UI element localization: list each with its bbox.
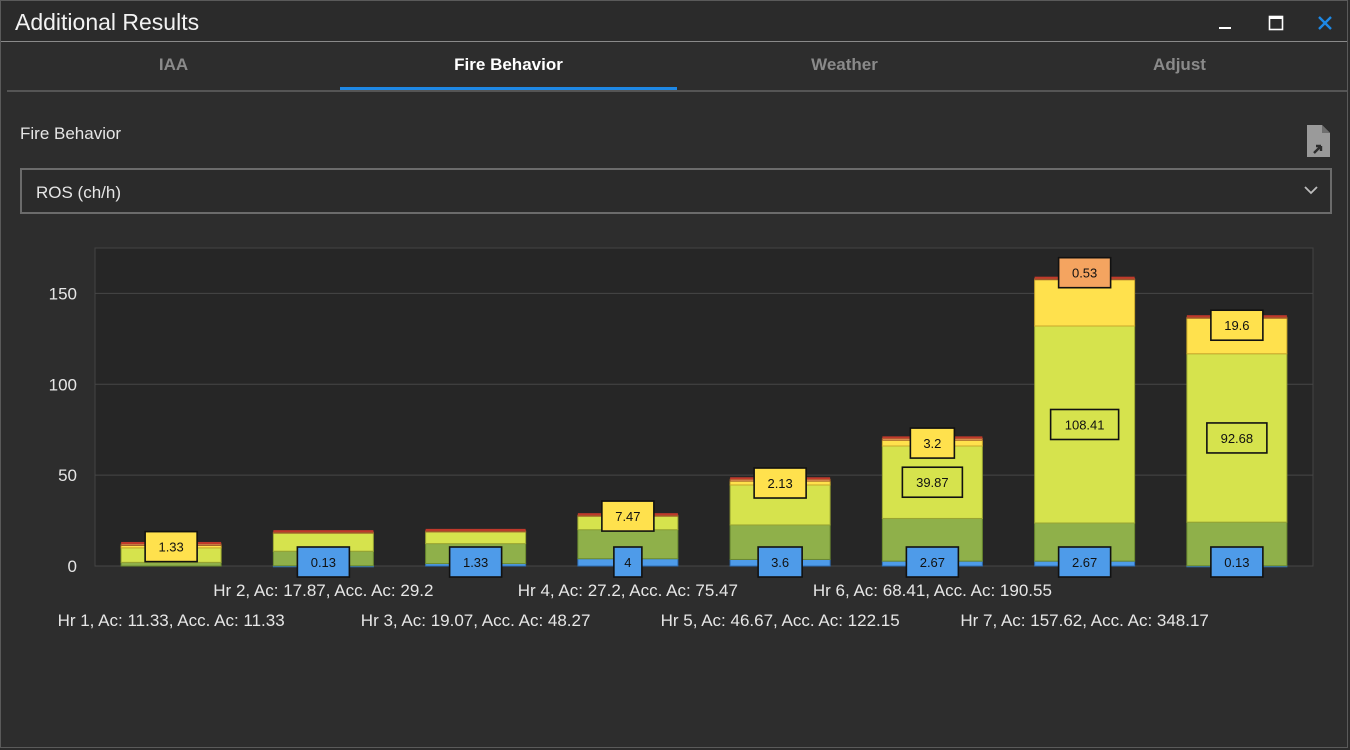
close-button[interactable] [1307, 9, 1343, 37]
data-label: 4 [624, 555, 631, 570]
x-tick-label: Hr 2, Ac: 17.87, Acc. Ac: 29.2 [213, 581, 433, 600]
data-label: 39.87 [916, 475, 949, 490]
chevron-down-icon [1304, 186, 1318, 195]
maximize-button[interactable] [1258, 9, 1294, 37]
bar-segment [425, 530, 527, 533]
y-tick-label: 0 [68, 557, 77, 576]
x-tick-label: Hr 5, Ac: 46.67, Acc. Ac: 122.15 [661, 611, 900, 630]
tab-label: Fire Behavior [454, 55, 563, 74]
bar-cap [425, 528, 526, 531]
y-tick-label: 150 [49, 284, 77, 303]
export-button[interactable] [1301, 123, 1335, 159]
export-document-icon [1307, 125, 1330, 157]
data-label: 3.2 [923, 436, 941, 451]
data-label-box [1057, 546, 1112, 578]
bar-cap [273, 530, 374, 533]
tab-weather[interactable]: Weather [677, 42, 1012, 88]
data-label: 0.13 [1224, 555, 1249, 570]
data-label-box [448, 546, 503, 578]
window-title: Additional Results [15, 9, 200, 35]
data-label: 2.13 [767, 476, 792, 491]
data-label-box [1210, 309, 1264, 342]
data-label-box [601, 500, 655, 532]
section-label: Fire Behavior [20, 124, 122, 143]
x-tick-label: Hr 1, Ac: 11.33, Acc. Ac: 11.33 [58, 611, 285, 630]
y-tick-label: 100 [49, 375, 77, 394]
bar-segment [120, 561, 222, 567]
title-bar[interactable]: Additional Results [1, 1, 1347, 42]
metric-select[interactable]: ROS (ch/h) [20, 168, 1332, 214]
x-tick-label: Hr 7, Ac: 157.62, Acc. Ac: 348.17 [960, 611, 1209, 630]
bar-segment [272, 531, 374, 534]
data-label: 0.13 [311, 555, 336, 570]
data-label-box [144, 530, 198, 563]
y-tick-label: 50 [58, 466, 77, 485]
data-label: 108.41 [1065, 417, 1105, 432]
ros-chart: 0 50 100 150 1.33 0.13 1.33 4 7.47 3.6 2.13 2.67 39.… [49, 247, 1314, 630]
data-label-box [1049, 408, 1120, 441]
data-label: 0.53 [1072, 266, 1097, 281]
data-label: 19.6 [1224, 318, 1249, 333]
x-tick-label: Hr 3, Ac: 19.07, Acc. Ac: 48.27 [361, 611, 591, 630]
tab-adjust[interactable]: Adjust [1012, 42, 1347, 88]
data-label-box [1206, 422, 1268, 454]
maximize-icon [1268, 15, 1284, 31]
data-label: 2.67 [920, 555, 945, 570]
data-label: 2.67 [1072, 555, 1097, 570]
data-label: 1.33 [463, 555, 488, 570]
data-label-box [1210, 546, 1264, 578]
data-label-box [757, 546, 803, 578]
data-label-box [909, 427, 956, 459]
data-label: 3.6 [771, 555, 789, 570]
data-label-box [901, 466, 964, 499]
data-label-box [296, 546, 351, 578]
tab-label: Weather [811, 55, 878, 74]
data-label-box [753, 467, 807, 499]
data-label: 7.47 [615, 509, 640, 524]
tab-label: IAA [158, 55, 189, 74]
tab-bar: IAA Fire Behavior Weather Adjust [7, 42, 1347, 92]
tab-label: Adjust [1153, 55, 1206, 74]
minimize-button[interactable] [1207, 9, 1243, 37]
tab-fire-behavior[interactable]: Fire Behavior [340, 42, 677, 90]
x-tick-label: Hr 4, Ac: 27.2, Acc. Ac: 75.47 [518, 581, 738, 600]
close-icon [1318, 16, 1332, 30]
data-label: 1.33 [158, 540, 183, 555]
bar-segment [425, 531, 527, 545]
tab-iaa[interactable]: IAA [7, 42, 340, 88]
minimize-icon [1219, 27, 1231, 29]
data-label-box [905, 546, 960, 578]
x-tick-label: Hr 6, Ac: 68.41, Acc. Ac: 190.55 [813, 581, 1052, 600]
metric-select-value: ROS (ch/h) [36, 183, 122, 202]
data-label-box [613, 546, 643, 578]
data-label: 92.68 [1221, 431, 1254, 446]
data-label-box [1057, 256, 1112, 289]
